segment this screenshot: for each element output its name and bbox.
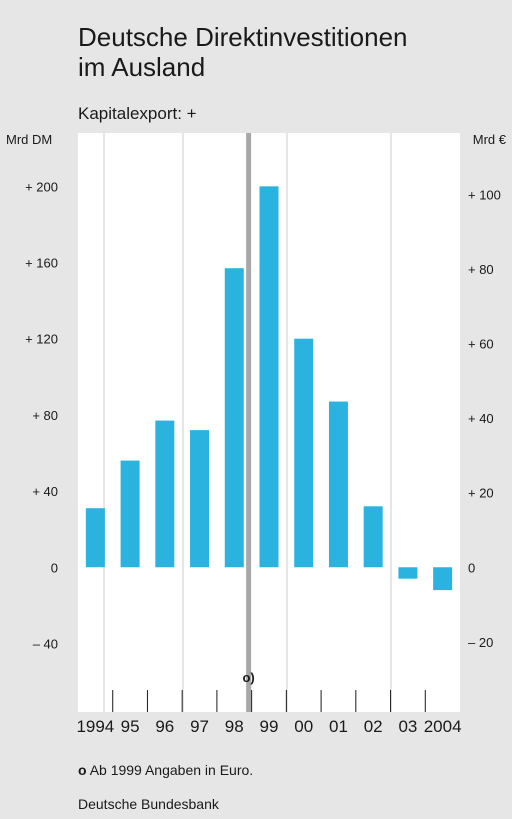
chart-title-line-1: Deutsche Direktinvestitionen: [78, 22, 408, 52]
bar-00: [294, 338, 314, 568]
footnote-text: Ab 1999 Angaben in Euro.: [89, 762, 254, 778]
left-tick-label: + 80: [32, 408, 58, 423]
currency-switch-line: [246, 133, 252, 712]
left-tick-label: + 160: [25, 256, 58, 271]
x-tick-label: 95: [121, 717, 140, 736]
right-tick-label: – 20: [468, 635, 493, 650]
x-tick-label: 02: [364, 717, 383, 736]
x-tick-label: 03: [398, 717, 417, 736]
currency-switch-marker: o): [242, 670, 254, 685]
left-axis-unit: Mrd DM: [6, 132, 53, 147]
bar-99: [259, 186, 279, 568]
left-tick-label: + 120: [25, 332, 58, 347]
x-tick-label: 96: [155, 717, 174, 736]
left-tick-label: – 40: [33, 636, 58, 651]
bar-02: [363, 506, 383, 568]
right-tick-label: + 100: [468, 188, 501, 203]
bar-03: [398, 567, 418, 579]
bar-96: [155, 420, 175, 568]
source-credit: Deutsche Bundesbank: [78, 796, 219, 812]
x-tick-label: 1994: [76, 717, 114, 736]
right-tick-label: + 20: [468, 486, 494, 501]
chart-title-line-2: im Ausland: [78, 52, 206, 82]
bar-97: [190, 430, 210, 568]
chart-subtitle: Kapitalexport: +: [78, 104, 197, 123]
x-tick-label: 97: [190, 717, 209, 736]
left-tick-label: + 40: [32, 484, 58, 499]
bar-1994: [85, 508, 105, 568]
footnote: o Ab 1999 Angaben in Euro.: [78, 762, 253, 778]
bar-2004: [433, 567, 453, 591]
bar-95: [120, 460, 140, 568]
footnote-marker: o: [78, 762, 87, 778]
x-tick-label: 98: [225, 717, 244, 736]
x-tick-label: 2004: [424, 717, 462, 736]
chart-title: Deutsche Direktinvestitionen im Ausland: [78, 22, 408, 82]
left-tick-label: + 200: [25, 179, 58, 194]
bar-98: [224, 268, 244, 568]
right-axis-unit: Mrd €: [472, 132, 506, 147]
right-tick-label: + 60: [468, 337, 494, 352]
x-tick-label: 00: [294, 717, 313, 736]
right-tick-label: + 40: [468, 411, 494, 426]
x-tick-label: 99: [260, 717, 279, 736]
left-tick-label: 0: [51, 560, 58, 575]
right-tick-label: + 80: [468, 262, 494, 277]
bar-01: [328, 401, 348, 568]
right-tick-label: 0: [468, 560, 475, 575]
x-tick-label: 01: [329, 717, 348, 736]
